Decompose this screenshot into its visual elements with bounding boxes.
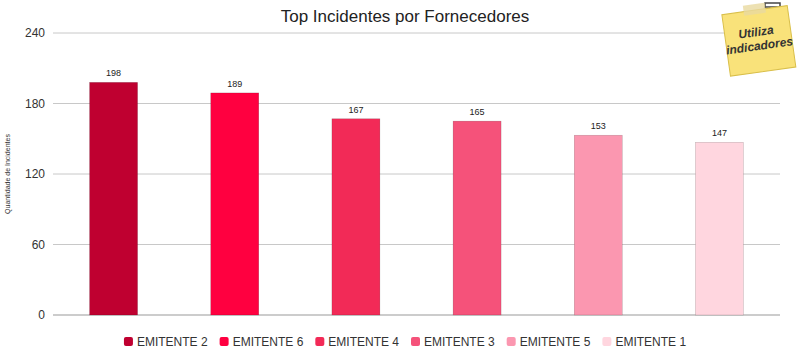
- legend-item: EMITENTE 1: [602, 335, 686, 349]
- legend-item: EMITENTE 3: [411, 335, 495, 349]
- y-tick-label: 120: [25, 167, 45, 181]
- legend-label: EMITENTE 5: [520, 335, 591, 349]
- bar: [90, 82, 138, 315]
- chart: Top Incidentes por Fornecedores 0 60 120 180…: [0, 0, 811, 352]
- y-axis-label: Quantidade de Incidentes: [4, 134, 12, 214]
- annotation: Utiliza indicadores: [723, 20, 794, 57]
- grid-line: [53, 244, 780, 245]
- legend-swatch: [220, 337, 229, 346]
- legend-label: EMITENTE 1: [615, 335, 686, 349]
- y-tick-label: 240: [25, 26, 45, 40]
- bar: [695, 142, 743, 315]
- legend-item: EMITENTE 4: [315, 335, 399, 349]
- legend-label: EMITENTE 3: [424, 335, 495, 349]
- data-label: 189: [227, 79, 242, 89]
- legend: EMITENTE 2 EMITENTE 6 EMITENTE 4 EMITENTE 3…: [124, 335, 686, 349]
- legend-item: EMITENTE 2: [124, 335, 208, 349]
- annotation-note: Utiliza indicadores: [720, 0, 796, 76]
- bar: [211, 93, 259, 315]
- y-tick-label: 60: [32, 238, 46, 252]
- grid-line: [53, 174, 780, 175]
- legend-swatch: [602, 337, 611, 346]
- data-label: 167: [348, 105, 363, 115]
- bar: [574, 135, 622, 315]
- legend-swatch: [507, 337, 516, 346]
- title: Top Incidentes por Fornecedores: [281, 7, 530, 26]
- bar: [332, 119, 380, 315]
- legend-swatch: [315, 337, 324, 346]
- bar: [453, 121, 501, 315]
- legend-label: EMITENTE 2: [137, 335, 208, 349]
- legend-label: EMITENTE 4: [328, 335, 399, 349]
- data-label: 153: [591, 121, 606, 131]
- grid-line: [53, 33, 780, 34]
- legend-item: EMITENTE 6: [220, 335, 304, 349]
- legend-item: EMITENTE 5: [507, 335, 591, 349]
- note-tape: [743, 3, 766, 16]
- grid-line: [53, 315, 780, 316]
- data-label: 198: [106, 68, 121, 78]
- legend-swatch: [124, 337, 133, 346]
- legend-swatch: [411, 337, 420, 346]
- data-label: 165: [470, 107, 485, 117]
- note-paper: [722, 6, 796, 77]
- y-tick-label: 0: [38, 308, 45, 322]
- legend-label: EMITENTE 6: [233, 335, 304, 349]
- grid-line: [53, 103, 780, 104]
- y-tick-label: 180: [25, 97, 45, 111]
- data-label: 147: [712, 128, 727, 138]
